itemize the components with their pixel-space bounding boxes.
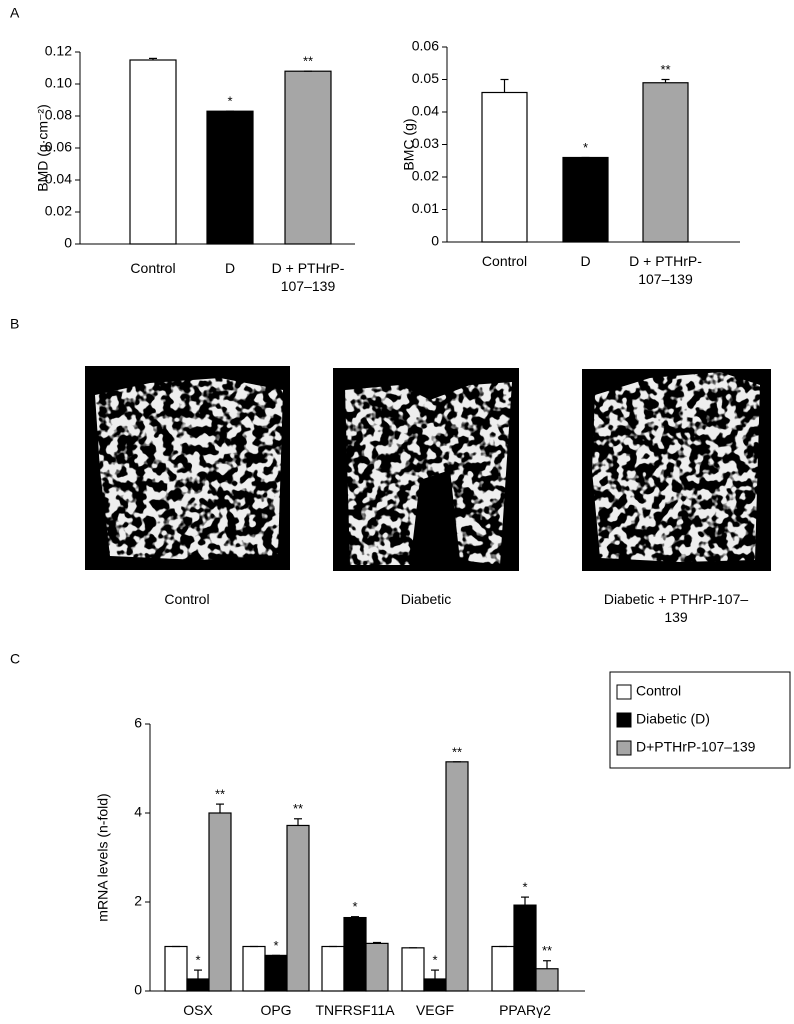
bar: [562, 156, 609, 243]
significance-label: **: [293, 801, 303, 816]
legend-label: D+PTHrP-107–139: [636, 739, 756, 755]
y-tick-label: 0.01: [412, 200, 439, 216]
y-axis-label: BMC (g): [401, 118, 417, 170]
y-tick-label: 0.04: [412, 103, 439, 119]
x-tick-label: PPARγ2: [499, 1002, 551, 1018]
panel-label: C: [10, 651, 20, 667]
y-axis-label: BMD (g·cm⁻²): [35, 104, 51, 192]
significance-label: *: [273, 938, 278, 953]
y-tick-label: 0: [431, 233, 439, 249]
x-tick-label: VEGF: [415, 1002, 455, 1018]
bar: [513, 904, 537, 992]
bar: [206, 110, 254, 245]
legend-label: Control: [636, 683, 681, 699]
bar: [365, 942, 389, 992]
bar: [164, 945, 188, 992]
significance-label: *: [522, 880, 527, 895]
bar: [321, 945, 345, 992]
y-tick-label: 6: [134, 715, 142, 731]
bar: [284, 70, 332, 245]
y-tick-label: 0.12: [45, 43, 72, 59]
bar: [642, 82, 689, 243]
bar: [491, 945, 515, 992]
x-tick-label: D: [224, 260, 236, 276]
bar: [264, 954, 288, 992]
significance-label: *: [583, 140, 588, 155]
significance-label: *: [227, 94, 232, 109]
x-tick-label: D + PTHrP-107–139: [629, 253, 702, 287]
bar: [535, 968, 559, 992]
bar: [445, 761, 469, 992]
bar: [423, 978, 447, 992]
x-tick-label: D + PTHrP-107–139: [271, 260, 345, 294]
significance-label: *: [195, 953, 200, 968]
x-tick-label: OPG: [260, 1002, 292, 1018]
legend-label: Diabetic (D): [636, 711, 710, 727]
y-tick-label: 0.03: [412, 135, 439, 151]
legend-swatch: [616, 712, 632, 728]
y-tick-label: 0.05: [412, 70, 439, 86]
y-tick-label: 2: [134, 893, 142, 909]
significance-label: **: [452, 744, 462, 759]
image-caption: Control: [164, 591, 210, 607]
significance-label: **: [660, 62, 670, 77]
bar: [401, 947, 425, 992]
micro-ct-image: [582, 369, 771, 571]
panel-label: B: [10, 316, 19, 332]
significance-label: *: [432, 953, 437, 968]
bar: [208, 812, 232, 992]
y-tick-label: 0.08: [45, 107, 72, 123]
significance-label: **: [215, 787, 225, 802]
y-tick-label: 4: [134, 804, 142, 820]
x-tick-label: D: [580, 253, 591, 269]
y-tick-label: 0.10: [45, 75, 72, 91]
bar: [343, 916, 367, 992]
y-tick-label: 0.04: [45, 171, 72, 187]
bar: [286, 824, 310, 992]
x-tick-label: Control: [130, 260, 176, 276]
y-tick-label: 0.02: [45, 203, 72, 219]
y-tick-label: 0.06: [45, 139, 72, 155]
image-caption: Diabetic: [400, 591, 452, 607]
bar: [129, 59, 177, 245]
micro-ct-image: [333, 368, 519, 571]
x-tick-label: OSX: [183, 1002, 213, 1018]
y-tick-label: 0.06: [412, 38, 439, 54]
image-caption: Diabetic + PTHrP-107–139: [603, 591, 749, 625]
bar: [186, 978, 210, 992]
y-tick-label: 0.02: [412, 168, 439, 184]
legend-swatch: [616, 684, 632, 700]
significance-label: **: [542, 943, 552, 958]
x-tick-label: TNFRSF11A: [315, 1002, 395, 1018]
bar: [242, 945, 266, 992]
significance-label: *: [352, 899, 357, 914]
panel-label: A: [10, 5, 20, 21]
x-tick-label: Control: [481, 253, 528, 269]
legend-swatch: [616, 740, 632, 756]
y-axis-label: mRNA levels (n-fold): [95, 793, 111, 921]
significance-label: **: [303, 54, 313, 69]
y-tick-label: 0: [64, 235, 72, 251]
micro-ct-image: [85, 366, 290, 570]
y-tick-label: 0: [134, 982, 142, 998]
legend-box: [609, 671, 791, 769]
bar: [481, 91, 528, 243]
